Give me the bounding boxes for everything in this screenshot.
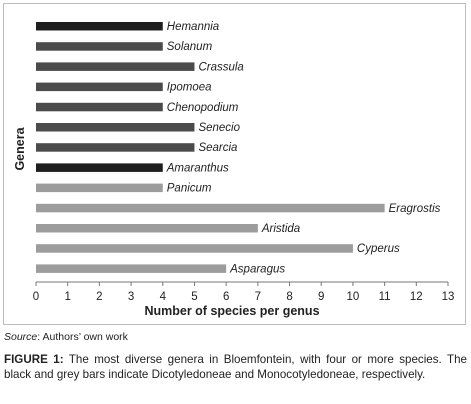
bar-hemannia — [36, 22, 163, 31]
x-tick-label-13: 13 — [442, 291, 455, 303]
bar-label-chenopodium: Chenopodium — [167, 102, 239, 114]
bar-label-cyperus: Cyperus — [357, 243, 400, 255]
bar-panicum — [36, 183, 163, 193]
bar-label-panicum: Panicum — [167, 183, 212, 195]
x-tick-label-10: 10 — [347, 291, 360, 303]
x-tick-label-1: 1 — [64, 291, 70, 303]
x-tick-label-4: 4 — [160, 291, 167, 303]
bar-solanum — [36, 42, 163, 51]
bar-chenopodium — [36, 102, 163, 112]
x-tick-label-5: 5 — [191, 291, 197, 303]
source-text: : Authors’ own work — [37, 331, 128, 343]
source-label: Source — [4, 331, 38, 343]
x-axis-title: Number of species per genus — [144, 304, 319, 318]
bar-ipomoea — [36, 82, 163, 92]
x-tick-label-3: 3 — [128, 291, 134, 303]
caption-text: The most diverse genera in Bloemfontein,… — [4, 353, 467, 381]
y-axis-title: Genera — [13, 126, 27, 170]
x-tick-label-11: 11 — [379, 291, 391, 303]
bar-label-searcia: Searcia — [198, 142, 237, 154]
x-tick-label-0: 0 — [33, 291, 39, 303]
x-tick-label-7: 7 — [255, 291, 261, 303]
bar-label-hemannia: Hemannia — [167, 21, 219, 33]
bar-amaranthus — [36, 163, 163, 172]
figure-caption: FIGURE 1: The most diverse genera in Blo… — [4, 352, 467, 382]
bar-label-ipomoea: Ipomoea — [167, 82, 212, 94]
chart-frame: Hemannia Solanum Crassula Ipomoea Chenopodiu… — [3, 3, 466, 325]
bar-label-senecio: Senecio — [198, 122, 240, 134]
x-tick-label-6: 6 — [223, 291, 229, 303]
x-tick-label-8: 8 — [286, 291, 292, 303]
bar-chart: Hemannia Solanum Crassula Ipomoea Chenopodiu… — [13, 21, 455, 318]
x-tick-label-12: 12 — [410, 291, 423, 303]
bar-label-asparagus: Asparagus — [229, 263, 285, 275]
bar-label-aristida: Aristida — [261, 223, 300, 235]
bar-label-crassula: Crassula — [198, 61, 243, 73]
x-tick-label-9: 9 — [318, 291, 324, 303]
bar-label-eragrostis: Eragrostis — [389, 203, 441, 215]
source-note: Source: Authors’ own work — [4, 331, 128, 343]
bar-senecio — [36, 123, 195, 132]
bar-crassula — [36, 62, 195, 71]
bar-label-amaranthus: Amaranthus — [166, 162, 229, 174]
bar-cyperus — [36, 244, 353, 253]
caption-label: FIGURE 1: — [4, 353, 64, 366]
x-tick-label-2: 2 — [96, 291, 102, 303]
bar-asparagus — [36, 264, 227, 273]
bar-aristida — [36, 224, 258, 233]
bar-eragrostis — [36, 203, 385, 213]
bar-searcia — [36, 143, 195, 152]
bar-label-solanum: Solanum — [167, 41, 213, 53]
